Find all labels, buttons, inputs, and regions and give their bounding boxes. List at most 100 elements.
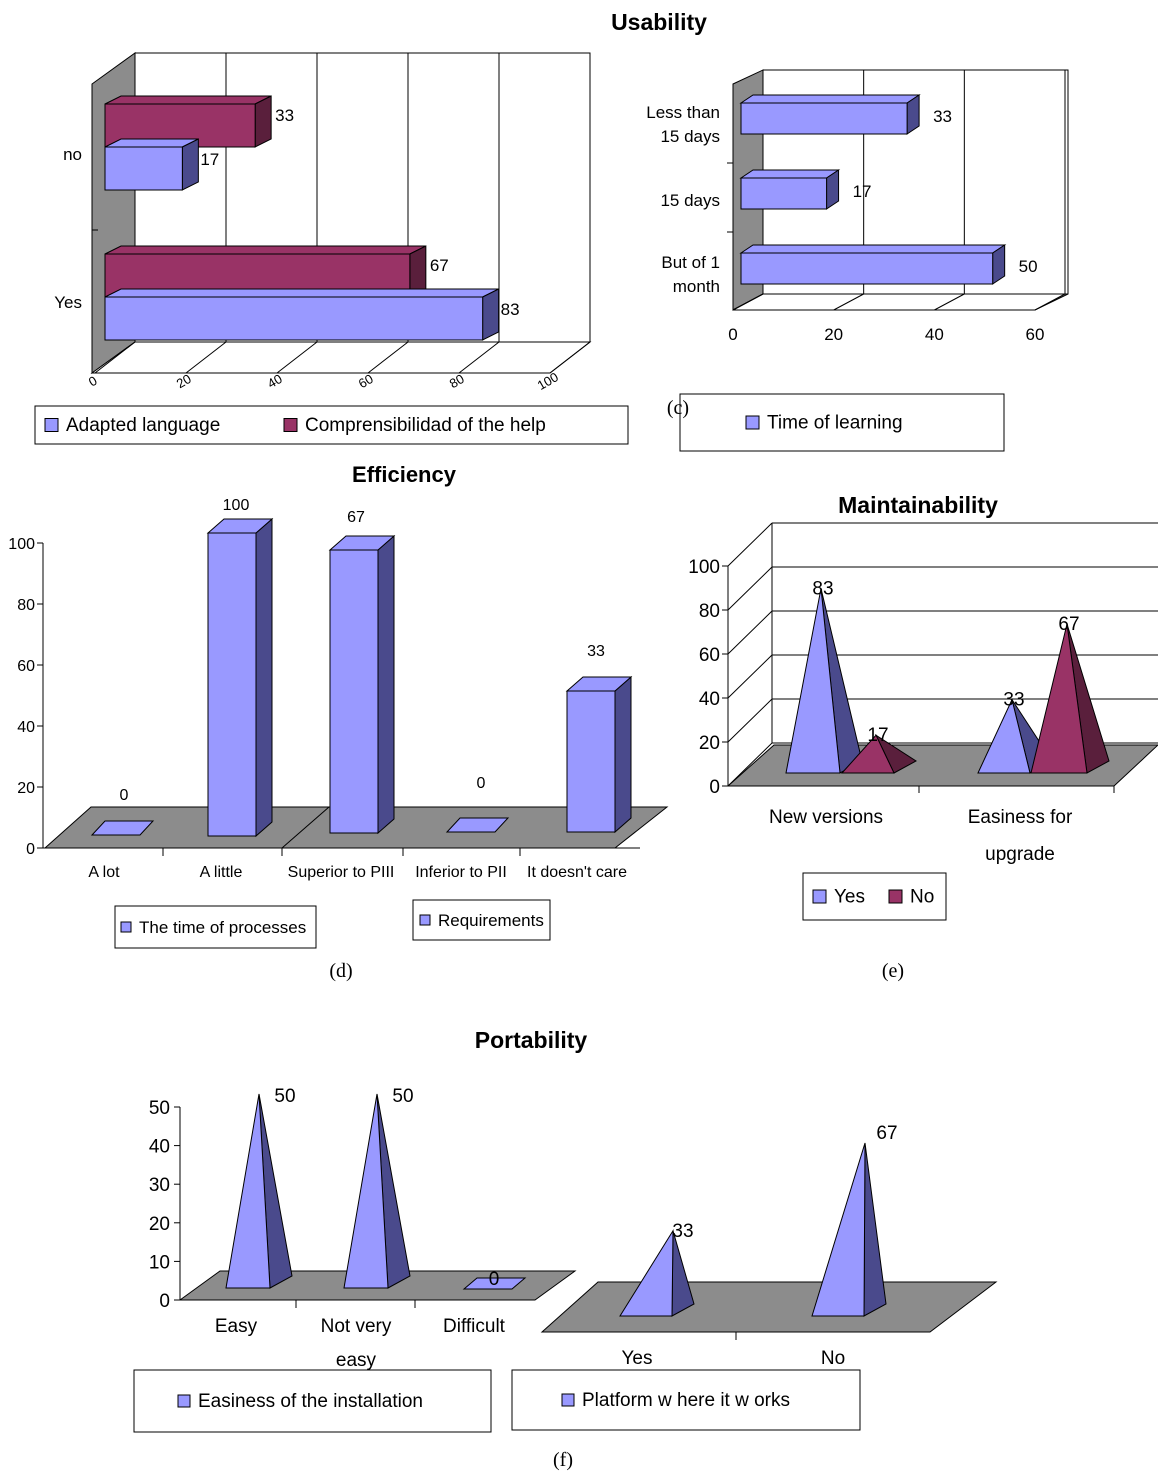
floor bbox=[732, 293, 1069, 311]
usability-title: Usability bbox=[611, 9, 707, 35]
data-label: 17 bbox=[867, 725, 888, 746]
legend-time-of-processes-label-0: The time of processes bbox=[139, 918, 306, 937]
floor-gridline bbox=[185, 341, 227, 374]
y-tick-label: 0 bbox=[159, 1291, 170, 1312]
x-tick-label: 60 bbox=[1026, 325, 1045, 344]
grid-diag bbox=[727, 610, 773, 655]
floor-gridline bbox=[458, 341, 500, 374]
grid-diag bbox=[727, 566, 773, 611]
data-label: 33 bbox=[672, 1221, 693, 1242]
caption-c: (c) bbox=[667, 397, 689, 419]
y-tick-label-0-line-1: 15 days bbox=[660, 127, 720, 146]
y-tick-label: 60 bbox=[699, 645, 720, 666]
bar-1-side bbox=[255, 517, 273, 838]
pyramid-platform-1-side bbox=[863, 1142, 887, 1317]
x-tick-label: Difficult bbox=[443, 1316, 506, 1337]
grid-diag bbox=[727, 654, 773, 699]
data-label: 33 bbox=[587, 643, 605, 660]
x-tick-label: 0 bbox=[86, 373, 100, 390]
bar-time-of-learning bbox=[740, 177, 828, 210]
x-tick-label: It doesn't care bbox=[527, 864, 627, 881]
legend-maintainability-label-1: No bbox=[910, 887, 934, 908]
legend-installation bbox=[133, 1369, 492, 1433]
data-label: 50 bbox=[392, 1086, 413, 1107]
legend-usability-b-swatch-0 bbox=[745, 415, 760, 430]
y-tick-label: 40 bbox=[149, 1137, 170, 1158]
y-tick-label-2-line-1: month bbox=[673, 277, 720, 296]
x-tick-label-line-0: Not very bbox=[321, 1316, 392, 1337]
legend-usability-a-swatch-1 bbox=[283, 418, 298, 432]
floor-gridline bbox=[94, 341, 136, 374]
usability-chart-b: 0 20 40 60 Less than 15 days 33 15 days 17 But of… bbox=[646, 69, 1069, 452]
data-label: 33 bbox=[1003, 690, 1024, 711]
bar-adapted-language-side bbox=[181, 138, 199, 191]
data-label: 67 bbox=[1058, 614, 1079, 635]
pyramid-yes-1 bbox=[977, 698, 1031, 774]
bar-time-of-learning bbox=[740, 252, 994, 285]
chart-title: Maintainability bbox=[838, 492, 998, 518]
grid-diag bbox=[727, 698, 773, 743]
bar-adapted-language-top bbox=[104, 288, 499, 298]
data-label: 0 bbox=[489, 1269, 500, 1290]
y-tick-label: 80 bbox=[699, 601, 720, 622]
chart-title: Efficiency bbox=[352, 462, 457, 487]
legend-requirements-label-0: Requirements bbox=[438, 911, 544, 930]
legend-installation-swatch-0 bbox=[177, 1394, 191, 1408]
bar-flat-3 bbox=[445, 817, 510, 833]
x-tick-label-1-line-0: Easiness for bbox=[968, 807, 1073, 828]
bar-adapted-language-side bbox=[482, 288, 500, 341]
legend-maintainability-swatch-0 bbox=[812, 889, 827, 904]
data-label: 100 bbox=[223, 497, 250, 514]
x-tick-label-1-line-1: upgrade bbox=[985, 844, 1055, 865]
x-tick-label: 80 bbox=[447, 371, 467, 391]
caption-d: (d) bbox=[329, 960, 352, 982]
bar-adapted-language bbox=[104, 146, 183, 191]
legend-maintainability-swatch-1 bbox=[888, 889, 903, 904]
legend-time-of-processes-swatch-0 bbox=[120, 921, 132, 933]
y-tick-label: 0 bbox=[709, 777, 720, 798]
floor-gridline bbox=[934, 293, 965, 311]
y-tick-label: Yes bbox=[54, 293, 82, 312]
y-tick-label: 20 bbox=[699, 733, 720, 754]
legend-platform-swatch-0 bbox=[561, 1393, 575, 1407]
bar-2-side bbox=[377, 534, 395, 835]
bar-time-of-learning-top bbox=[739, 244, 1007, 254]
bar-comprensibilidad-top bbox=[104, 245, 427, 255]
x-tick-label-0: New versions bbox=[769, 807, 883, 828]
legend-maintainability-label-0: Yes bbox=[834, 887, 865, 908]
legend-usability-a-swatch-0 bbox=[44, 418, 59, 432]
x-tick-label: A lot bbox=[88, 864, 120, 881]
x-tick-label-line-1: easy bbox=[336, 1350, 377, 1371]
floor-gridline bbox=[549, 341, 591, 374]
floor bbox=[90, 341, 592, 374]
data-label: 50 bbox=[1019, 257, 1038, 276]
x-tick-label: Superior to PIII bbox=[288, 864, 395, 881]
bar-adapted-language bbox=[104, 296, 484, 341]
floor-gridline bbox=[833, 293, 864, 311]
y-tick-label: 40 bbox=[699, 689, 720, 710]
y-tick-label-1-line-0: 15 days bbox=[660, 191, 720, 210]
legend-time-of-processes bbox=[114, 905, 317, 949]
grid-diag bbox=[727, 522, 773, 567]
pyramid-no-1 bbox=[1030, 623, 1088, 774]
bar-comprensibilidad-top bbox=[104, 95, 272, 105]
pyramid-install-0 bbox=[225, 1093, 271, 1289]
data-label: 17 bbox=[853, 182, 872, 201]
data-label: 33 bbox=[933, 107, 952, 126]
x-tick-label: 20 bbox=[824, 325, 843, 344]
data-label: 67 bbox=[430, 256, 449, 275]
data-label: 0 bbox=[120, 787, 129, 804]
bar-flat-0 bbox=[90, 820, 155, 836]
bar-time-of-learning-top bbox=[739, 94, 921, 104]
data-label: 50 bbox=[274, 1086, 295, 1107]
pyramid-no-0 bbox=[840, 734, 895, 774]
data-label: 33 bbox=[275, 106, 294, 125]
y-tick-label: 20 bbox=[149, 1214, 170, 1235]
legend-platform-label-0: Platform w here it w orks bbox=[582, 1390, 790, 1411]
y-tick-label: 60 bbox=[17, 658, 35, 675]
y-tick-label: 100 bbox=[8, 536, 35, 553]
efficiency-chart: Efficiency 0 20 40 60 80 100 0 A lot 100 A little 6… bbox=[8, 462, 669, 949]
x-tick-label: 20 bbox=[174, 371, 194, 391]
